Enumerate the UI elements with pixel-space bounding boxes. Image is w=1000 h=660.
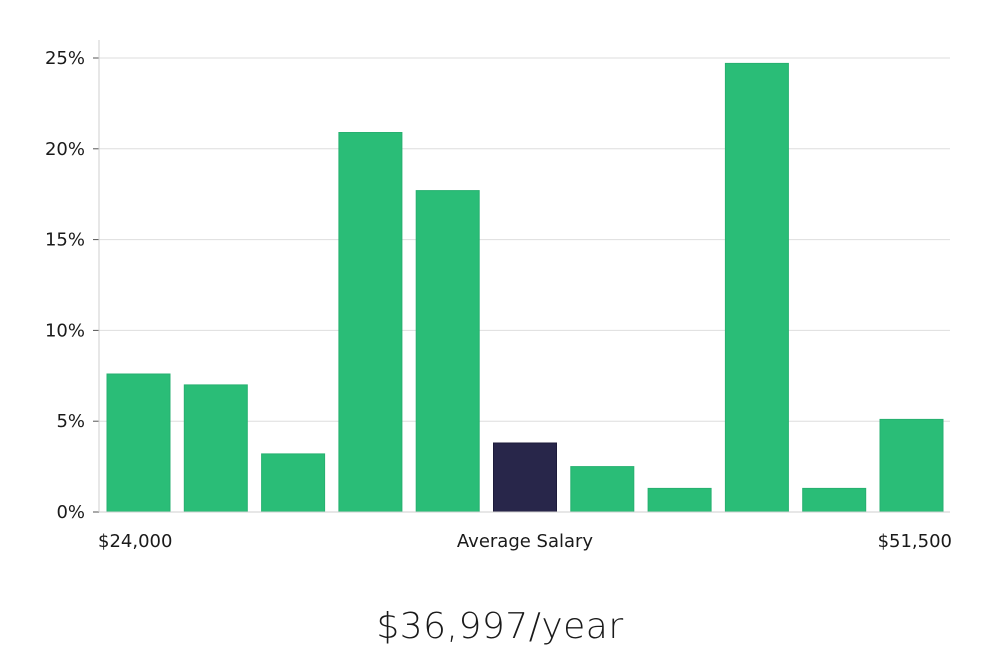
gridlines	[99, 57, 950, 422]
x-end-label: $51,500	[878, 531, 952, 552]
y-tick-label: 5%	[56, 411, 85, 432]
bar	[879, 418, 944, 513]
bar	[106, 373, 171, 513]
bar	[724, 62, 789, 513]
bar	[647, 487, 712, 513]
y-axis-ticks: 0% 5% 10% 15% 20% 25%	[45, 48, 99, 523]
salary-distribution-chart: 0%5%10%15%20%25% $24,000 Average Salary …	[45, 40, 952, 552]
average-salary-value: $36,997/year	[376, 606, 624, 647]
y-tick-label: 15%	[45, 230, 85, 251]
bar	[802, 487, 867, 513]
bars	[106, 62, 944, 513]
bar	[183, 384, 248, 513]
bar	[261, 453, 326, 513]
bar	[570, 466, 635, 513]
bar	[415, 190, 480, 513]
x-start-label: $24,000	[98, 531, 172, 552]
y-tick-label: 0%	[56, 502, 85, 523]
bar	[338, 132, 403, 513]
bar-highlight-average	[493, 442, 557, 513]
y-tick-label: 25%	[45, 48, 85, 69]
x-axis-title: Average Salary	[457, 531, 594, 552]
y-tick-label: 10%	[45, 320, 85, 341]
y-tick-label: 20%	[45, 139, 85, 160]
